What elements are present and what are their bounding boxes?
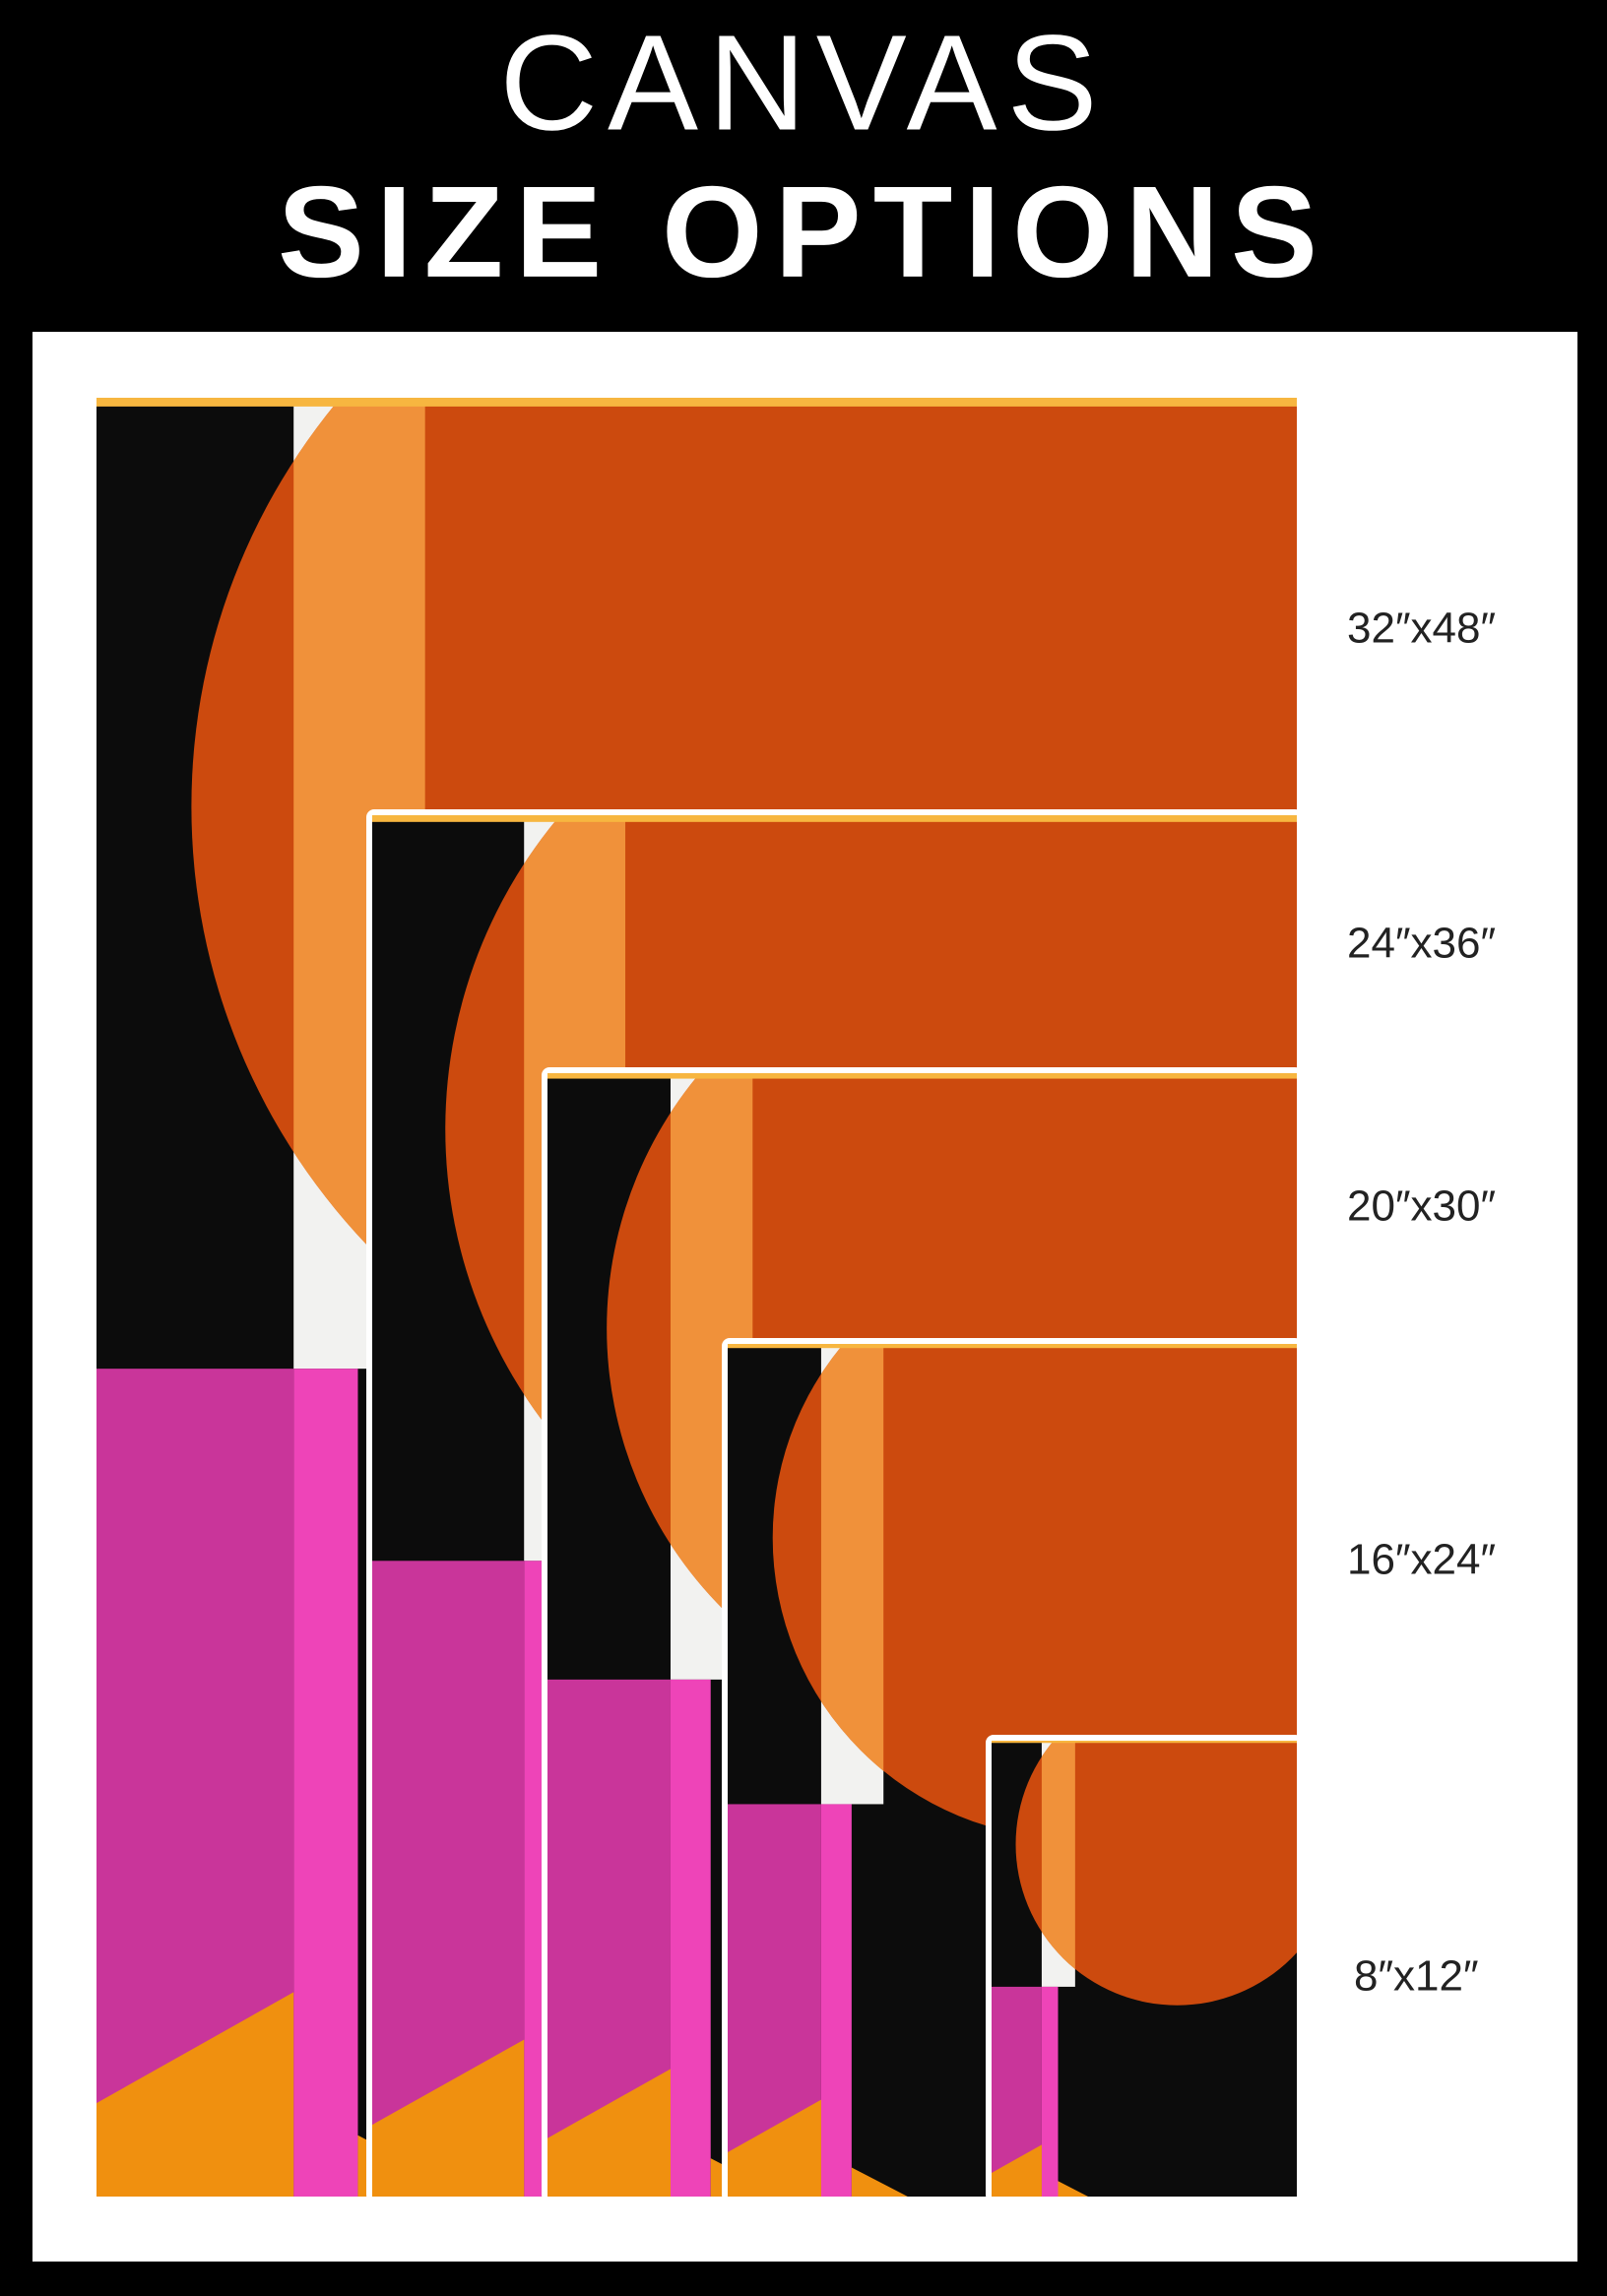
canvas-8x12 — [992, 1684, 1339, 2197]
size-label: 24″x36″ — [1347, 920, 1496, 968]
size-label: 16″x24″ — [1347, 1536, 1496, 1584]
title-line-2: SIZE OPTIONS — [278, 159, 1329, 304]
size-label: 8″x12″ — [1354, 1952, 1479, 2001]
size-label: 20″x30″ — [1347, 1182, 1496, 1231]
size-label: 32″x48″ — [1347, 605, 1496, 653]
title-line-1: CANVAS — [499, 7, 1107, 159]
